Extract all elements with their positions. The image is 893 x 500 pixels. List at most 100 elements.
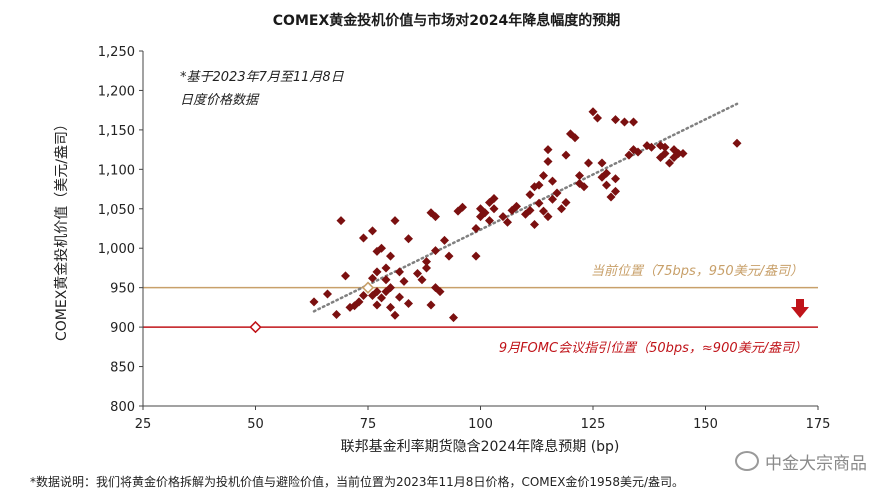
fomc-guidance-label: 9月FOMC会议指引位置（50bps，≈900美元/盎司） — [499, 340, 807, 356]
data-point — [489, 204, 499, 214]
data-point — [372, 300, 382, 310]
data-point — [611, 174, 620, 184]
data-point — [435, 287, 445, 297]
y-tick-label: 1,100 — [98, 163, 135, 178]
data-point — [395, 267, 404, 277]
data-point — [449, 313, 458, 323]
data-point — [633, 147, 643, 157]
data-point — [593, 113, 602, 123]
data-point — [372, 267, 382, 277]
data-point — [588, 107, 598, 117]
x-tick-label: 100 — [468, 417, 493, 432]
footnote: *数据说明：我们将黄金价格拆解为投机价值与避险价值，当前位置为2023年11月8… — [30, 475, 685, 489]
y-tick-label: 900 — [110, 321, 135, 336]
data-point — [543, 145, 553, 155]
data-point — [665, 158, 674, 168]
watermark: 中金大宗商品 — [735, 449, 867, 474]
data-point — [620, 117, 629, 127]
y-tick-label: 850 — [110, 361, 135, 376]
data-point — [368, 273, 377, 283]
trendline — [312, 102, 739, 313]
data-point — [431, 212, 440, 222]
data-point — [660, 149, 670, 159]
data-point — [611, 115, 620, 125]
data-point — [377, 243, 386, 253]
data-point — [386, 251, 395, 261]
data-point — [381, 263, 391, 273]
data-point — [413, 268, 422, 278]
reference-marker-top — [361, 281, 375, 294]
data-point — [386, 283, 395, 293]
y-tick-label: 1,000 — [98, 242, 135, 257]
data-point — [404, 234, 413, 244]
data-point — [336, 216, 346, 226]
data-point — [539, 206, 548, 216]
data-point — [597, 158, 607, 168]
data-point — [471, 251, 481, 261]
down-arrow-icon — [791, 299, 809, 318]
data-point — [557, 204, 566, 214]
data-point — [732, 138, 742, 148]
data-point — [404, 298, 413, 308]
data-point — [548, 194, 557, 204]
data-point — [440, 235, 449, 245]
data-point — [548, 176, 557, 186]
data-point — [426, 300, 436, 310]
data-point — [606, 192, 616, 202]
y-tick-label: 1,200 — [98, 84, 135, 99]
x-tick-label: 125 — [581, 417, 606, 432]
data-point — [678, 149, 688, 159]
data-point — [485, 216, 494, 226]
data-point — [629, 117, 638, 127]
data-point — [534, 198, 544, 208]
data-point — [368, 226, 377, 236]
reference-marker-top — [249, 321, 262, 334]
data-point — [579, 182, 589, 192]
trend-line — [312, 102, 739, 313]
watermark-text: 中金大宗商品 — [765, 454, 867, 474]
data-point — [624, 150, 634, 160]
data-point — [417, 275, 427, 285]
current-position-label: 当前位置（75bps，950美元/盎司） — [591, 263, 803, 279]
data-point — [570, 133, 580, 143]
data-point — [390, 310, 400, 320]
data-point — [530, 220, 539, 230]
data-point — [543, 156, 553, 166]
y-tick-labels: 800 850 900 950 1,000 1,050 1,100 1,150 1,200 1,2… — [98, 45, 135, 415]
data-point — [395, 292, 404, 302]
data-point — [354, 297, 364, 307]
data-point — [386, 302, 395, 312]
data-point — [458, 202, 467, 212]
data-point — [431, 246, 440, 256]
note-line-2: 日度价格数据 — [180, 93, 260, 108]
x-tick-label: 175 — [806, 417, 831, 432]
y-tick-label: 1,050 — [98, 203, 135, 218]
note-line-1: *基于2023年7月至11月8日 — [180, 70, 345, 85]
data-point — [372, 287, 382, 297]
y-tick-label: 1,250 — [98, 45, 135, 60]
data-point — [422, 257, 431, 267]
data-point — [525, 190, 535, 200]
data-point — [660, 142, 670, 152]
reference-lines — [143, 281, 818, 334]
data-point — [489, 194, 499, 204]
data-point — [552, 188, 562, 198]
data-point — [359, 291, 368, 301]
chart-title: COMEX黄金投机价值与市场对2024年降息幅度的预期 — [272, 13, 621, 29]
data-point — [512, 201, 521, 211]
data-point — [534, 180, 544, 190]
y-tick-label: 1,150 — [98, 124, 135, 139]
data-point — [381, 275, 391, 285]
data-point — [561, 150, 571, 160]
data-point — [341, 271, 350, 281]
data-point — [539, 171, 548, 181]
y-axis-label: COMEX黄金投机价值（美元/盎司） — [53, 117, 70, 341]
x-tick-labels: 25 50 75 100 125 150 175 — [135, 417, 831, 432]
data-point — [584, 158, 593, 168]
data-point — [332, 309, 341, 319]
data-point — [561, 197, 571, 207]
data-point — [422, 263, 431, 273]
axes — [139, 50, 819, 410]
data-point — [611, 186, 620, 196]
